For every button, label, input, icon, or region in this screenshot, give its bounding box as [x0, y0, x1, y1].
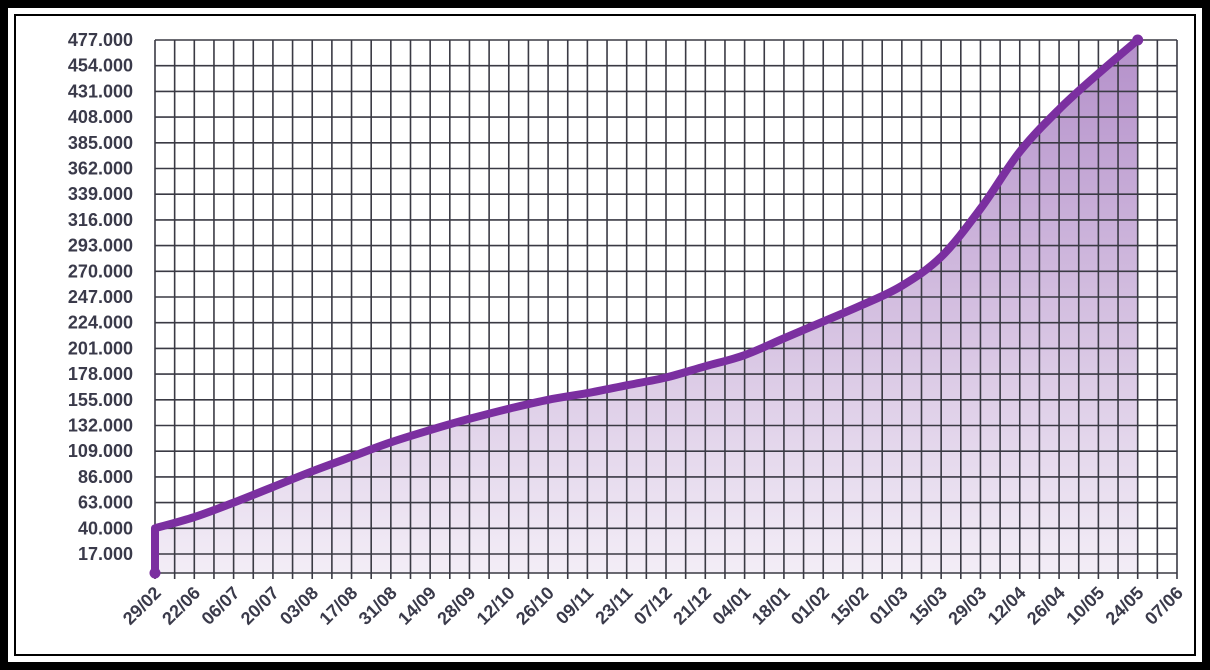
y-tick-label: 477.000 — [68, 30, 133, 50]
y-tick-label: 316.000 — [68, 210, 133, 230]
x-tick-label: 12/04 — [984, 583, 1030, 629]
x-tick-label: 22/06 — [158, 583, 204, 629]
y-tick-label: 63.000 — [78, 493, 133, 513]
y-tick-label: 155.000 — [68, 390, 133, 410]
y-tick-label: 408.000 — [68, 107, 133, 127]
x-tick-label: 03/08 — [276, 583, 322, 629]
x-tick-label: 21/12 — [669, 583, 715, 629]
y-tick-label: 201.000 — [68, 338, 133, 358]
x-tick-label: 07/06 — [1141, 583, 1187, 629]
y-tick-label: 431.000 — [68, 81, 133, 101]
series-points — [149, 34, 1144, 579]
x-tick-label: 20/07 — [237, 583, 283, 629]
y-tick-label: 132.000 — [68, 416, 133, 436]
y-tick-label: 362.000 — [68, 159, 133, 179]
x-tick-label: 23/11 — [591, 583, 636, 628]
x-tick-label: 31/08 — [355, 583, 401, 629]
x-tick-label: 06/07 — [198, 583, 244, 629]
series-start-point — [149, 567, 161, 579]
x-tick-label: 01/03 — [866, 583, 912, 629]
grid-overlay — [154, 39, 1178, 579]
series-end-point — [1132, 34, 1144, 46]
x-tick-label: 10/05 — [1062, 583, 1108, 629]
x-tick-label: 29/03 — [944, 583, 990, 629]
x-tick-label: 12/10 — [473, 583, 519, 629]
y-tick-label: 247.000 — [68, 287, 133, 307]
y-tick-label: 454.000 — [68, 56, 133, 76]
x-tick-label: 18/01 — [748, 583, 794, 629]
y-tick-label: 224.000 — [68, 313, 133, 333]
x-tick-label: 04/01 — [709, 583, 755, 629]
x-tick-label: 26/04 — [1023, 583, 1069, 629]
y-tick-label: 293.000 — [68, 236, 133, 256]
y-tick-label: 40.000 — [78, 518, 133, 538]
y-tick-label: 17.000 — [78, 544, 133, 564]
x-tick-label: 01/02 — [787, 583, 833, 629]
x-tick-label: 17/08 — [315, 583, 361, 629]
x-tick-label: 28/09 — [433, 583, 479, 629]
x-tick-label: 29/02 — [119, 583, 165, 629]
x-tick-label: 09/11 — [552, 583, 597, 628]
x-axis-labels: 29/0222/0606/0720/0703/0817/0831/0814/09… — [119, 583, 1187, 629]
x-tick-label: 26/10 — [512, 583, 558, 629]
y-tick-label: 109.000 — [68, 441, 133, 461]
x-tick-label: 15/02 — [826, 583, 872, 629]
y-tick-label: 270.000 — [68, 261, 133, 281]
x-tick-label: 24/05 — [1102, 583, 1148, 629]
y-tick-label: 385.000 — [68, 133, 133, 153]
x-tick-label: 15/03 — [905, 583, 951, 629]
series-line — [151, 36, 1142, 577]
y-tick-label: 339.000 — [68, 184, 133, 204]
x-tick-label: 14/09 — [394, 583, 440, 629]
y-tick-label: 178.000 — [68, 364, 133, 384]
x-tick-label: 07/12 — [630, 583, 676, 629]
y-axis-labels: 17.000 40.000 63.000 86.000 109.000 132.000 15… — [68, 30, 133, 564]
y-tick-label: 86.000 — [78, 467, 133, 487]
